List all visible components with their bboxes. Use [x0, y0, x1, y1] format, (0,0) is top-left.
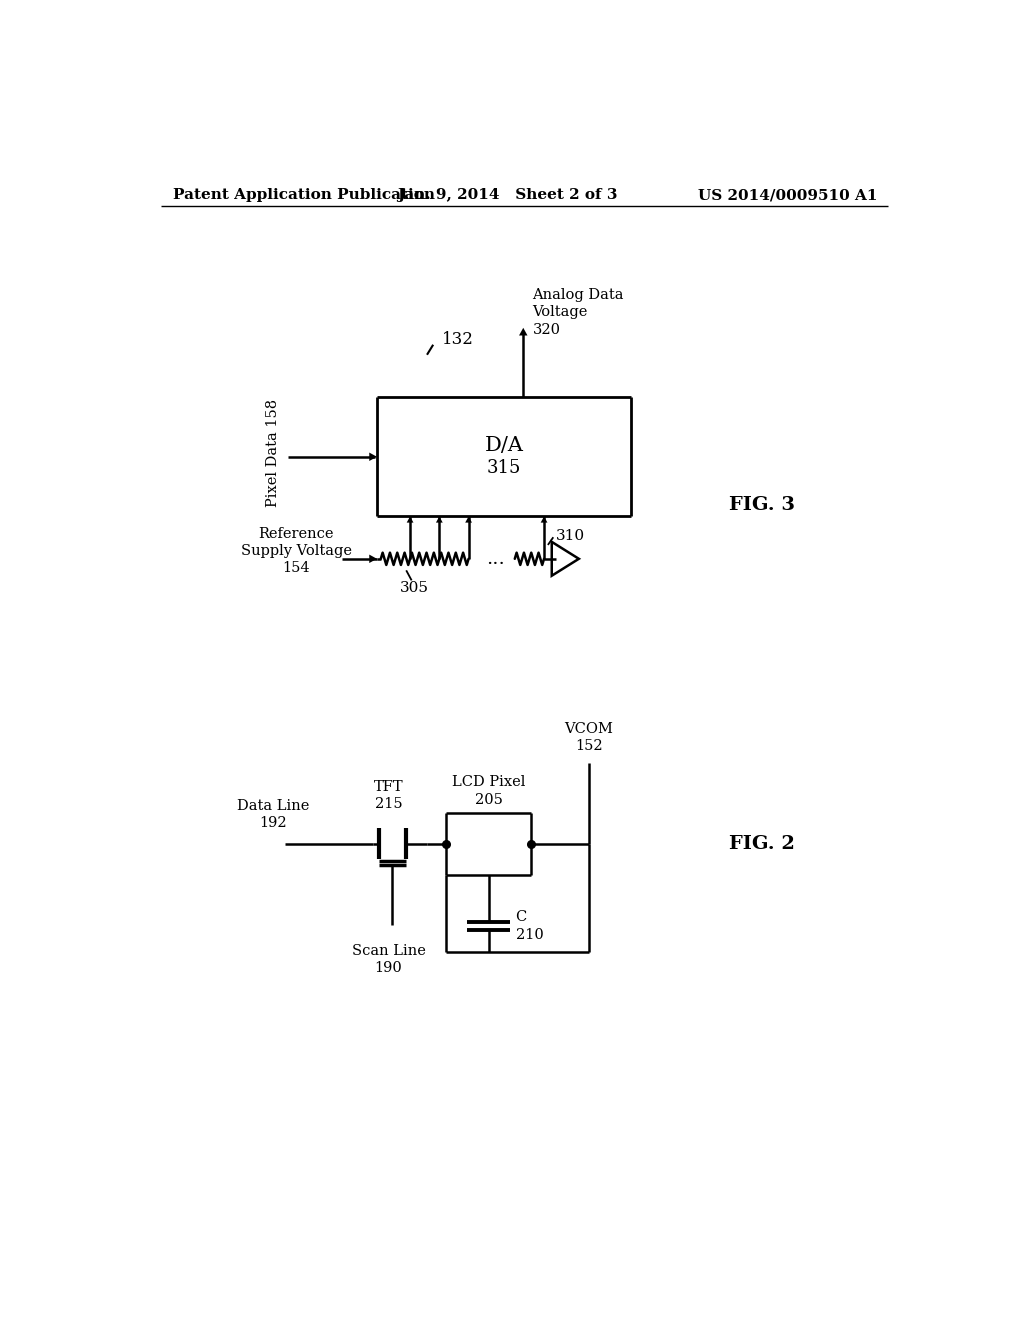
Text: Data Line
192: Data Line 192: [237, 799, 309, 830]
Text: FIG. 2: FIG. 2: [729, 834, 795, 853]
Text: 310: 310: [556, 529, 585, 543]
Text: Pixel Data 158: Pixel Data 158: [266, 399, 280, 507]
Text: C
210: C 210: [515, 911, 544, 941]
Text: Analog Data
Voltage
320: Analog Data Voltage 320: [532, 288, 624, 337]
Polygon shape: [519, 327, 527, 335]
Text: Patent Application Publication: Patent Application Publication: [173, 189, 435, 202]
Text: TFT
215: TFT 215: [374, 780, 403, 812]
Text: ...: ...: [486, 550, 505, 568]
Polygon shape: [436, 516, 442, 523]
Text: FIG. 3: FIG. 3: [729, 496, 795, 513]
Text: Jan. 9, 2014   Sheet 2 of 3: Jan. 9, 2014 Sheet 2 of 3: [397, 189, 618, 202]
Polygon shape: [465, 516, 472, 523]
Text: Scan Line
190: Scan Line 190: [351, 944, 425, 975]
Text: LCD Pixel
205: LCD Pixel 205: [452, 775, 525, 807]
Text: Reference
Supply Voltage
154: Reference Supply Voltage 154: [241, 527, 351, 576]
Text: VCOM
152: VCOM 152: [564, 722, 613, 752]
Text: 315: 315: [486, 459, 521, 478]
Text: 132: 132: [442, 331, 474, 348]
Text: 305: 305: [399, 581, 428, 595]
Polygon shape: [541, 516, 548, 523]
Text: US 2014/0009510 A1: US 2014/0009510 A1: [698, 189, 878, 202]
Polygon shape: [407, 516, 414, 523]
Polygon shape: [370, 453, 377, 461]
Text: D/A: D/A: [484, 436, 523, 454]
Polygon shape: [370, 554, 377, 564]
